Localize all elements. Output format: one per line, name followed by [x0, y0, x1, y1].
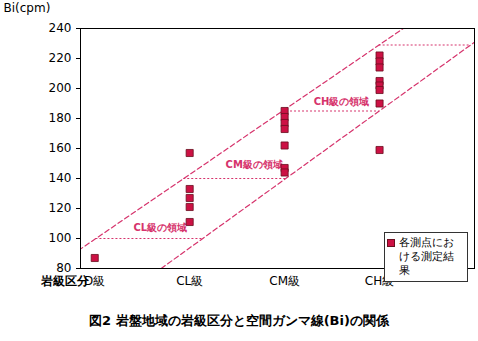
- svg-text:180: 180: [49, 111, 72, 125]
- svg-text:240: 240: [49, 21, 72, 35]
- svg-text:100: 100: [49, 231, 72, 245]
- svg-text:CH級の領域: CH級の領域: [314, 96, 370, 107]
- svg-text:80: 80: [56, 261, 72, 276]
- html-text:図2 岩盤地域の岩級区分と空間ガンマ線(Bi)の関係: 図2 岩盤地域の岩級区分と空間ガンマ線(Bi)の関係: [89, 313, 389, 328]
- svg-text:CL級の領域: CL級の領域: [133, 222, 187, 233]
- svg-text:CM級の領域: CM級の領域: [226, 159, 283, 170]
- svg-text:Bi(cpm): Bi(cpm): [4, 1, 51, 15]
- html-text:各測点における測定結果: 各測点における測定結果: [399, 236, 454, 277]
- svg-text:160: 160: [49, 141, 72, 155]
- svg-text:岩級区分: 岩級区分: [40, 274, 90, 288]
- svg-text:CL級: CL級: [176, 274, 203, 288]
- svg-text:140: 140: [49, 171, 72, 185]
- svg-text:CM級: CM級: [269, 274, 300, 288]
- svg-text:120: 120: [49, 201, 72, 215]
- svg-text:CH級: CH級: [364, 274, 395, 288]
- svg-text:D級: D級: [84, 274, 106, 288]
- svg-text:200: 200: [49, 81, 72, 95]
- svg-text:220: 220: [49, 51, 72, 65]
